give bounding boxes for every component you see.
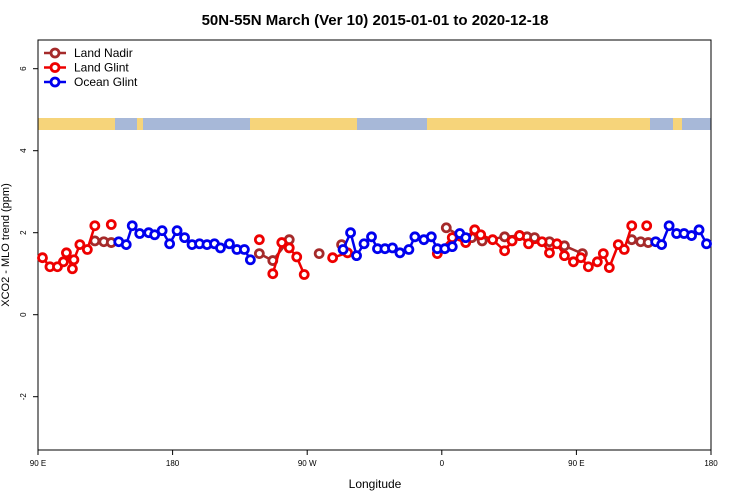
data-point bbox=[403, 244, 415, 255]
data-point bbox=[387, 242, 398, 254]
x-tick-label: 180 bbox=[704, 459, 718, 468]
data-point bbox=[179, 232, 190, 244]
data-point bbox=[120, 239, 132, 250]
data-point bbox=[224, 238, 235, 250]
data-point bbox=[244, 254, 256, 266]
data-point bbox=[499, 245, 511, 257]
data-point bbox=[68, 254, 80, 266]
data-point bbox=[164, 238, 176, 250]
y-axis-label: XCO2 - MLO trend (ppm) bbox=[0, 183, 12, 306]
data-point bbox=[425, 231, 437, 243]
data-point bbox=[440, 222, 452, 234]
data-point bbox=[663, 220, 675, 232]
data-point bbox=[66, 263, 78, 275]
data-point bbox=[267, 268, 279, 280]
data-point bbox=[238, 244, 250, 255]
data-point bbox=[74, 239, 86, 250]
data-point bbox=[603, 262, 615, 273]
data-point bbox=[591, 256, 603, 268]
data-point bbox=[61, 247, 72, 259]
data-point bbox=[58, 256, 69, 268]
data-point bbox=[313, 248, 325, 260]
data-point bbox=[701, 238, 712, 250]
data-point bbox=[597, 248, 609, 260]
data-point bbox=[559, 250, 570, 262]
x-tick-label: 90 E bbox=[30, 459, 46, 468]
data-point bbox=[156, 225, 168, 237]
x-axis-label: Longitude bbox=[349, 477, 402, 491]
data-point bbox=[253, 248, 265, 260]
data-point bbox=[618, 244, 630, 255]
y-tick-label: 4 bbox=[19, 148, 28, 153]
data-point bbox=[686, 230, 697, 241]
x-tick-label: 0 bbox=[440, 459, 445, 468]
data-point bbox=[641, 220, 653, 232]
data-point bbox=[656, 239, 668, 250]
chart-title: 50N-55N March (Ver 10) 2015-01-01 to 202… bbox=[202, 12, 549, 29]
x-tick-label: 90 E bbox=[568, 459, 584, 468]
map-strip bbox=[38, 118, 711, 130]
data-point bbox=[276, 237, 288, 248]
data-point bbox=[693, 224, 705, 236]
data-point bbox=[89, 220, 101, 232]
data-point bbox=[523, 238, 534, 250]
data-point bbox=[345, 227, 356, 239]
data-point bbox=[446, 241, 458, 253]
y-tick-label: -2 bbox=[19, 393, 28, 401]
data-point bbox=[544, 247, 555, 259]
data-point bbox=[351, 250, 362, 262]
legend-label: Land Nadir bbox=[74, 46, 133, 60]
data-point bbox=[171, 225, 183, 237]
data-point bbox=[358, 238, 370, 250]
legend-label: Ocean Glint bbox=[74, 75, 138, 89]
data-point bbox=[582, 261, 594, 273]
data-point bbox=[253, 234, 265, 246]
legend-marker bbox=[49, 47, 61, 59]
data-point bbox=[366, 231, 377, 243]
data-point bbox=[81, 244, 93, 255]
legend-marker bbox=[49, 62, 61, 73]
y-tick-label: 6 bbox=[19, 66, 28, 71]
data-point bbox=[409, 231, 421, 243]
data-point bbox=[105, 219, 117, 230]
data-point bbox=[134, 228, 146, 239]
data-point bbox=[460, 232, 472, 244]
y-tick-label: 0 bbox=[19, 312, 28, 317]
data-point bbox=[298, 269, 310, 280]
x-tick-label: 180 bbox=[166, 459, 180, 468]
data-point bbox=[487, 234, 499, 246]
data-point bbox=[394, 247, 406, 259]
x-tick-label: 90 W bbox=[298, 459, 317, 468]
data-point bbox=[551, 238, 563, 250]
data-point bbox=[327, 252, 339, 264]
data-point bbox=[37, 252, 48, 264]
data-point bbox=[215, 242, 226, 254]
data-point bbox=[475, 229, 487, 241]
legend-marker bbox=[49, 76, 61, 88]
data-point bbox=[506, 235, 518, 247]
legend-label: Land Glint bbox=[74, 61, 129, 75]
data-point bbox=[514, 230, 525, 241]
y-tick-label: 2 bbox=[19, 230, 28, 235]
data-point bbox=[291, 251, 303, 263]
data-point bbox=[536, 236, 548, 248]
data-point bbox=[575, 252, 587, 264]
data-point bbox=[283, 242, 295, 254]
data-point bbox=[626, 220, 638, 232]
data-point bbox=[126, 220, 138, 232]
data-point bbox=[337, 244, 349, 255]
